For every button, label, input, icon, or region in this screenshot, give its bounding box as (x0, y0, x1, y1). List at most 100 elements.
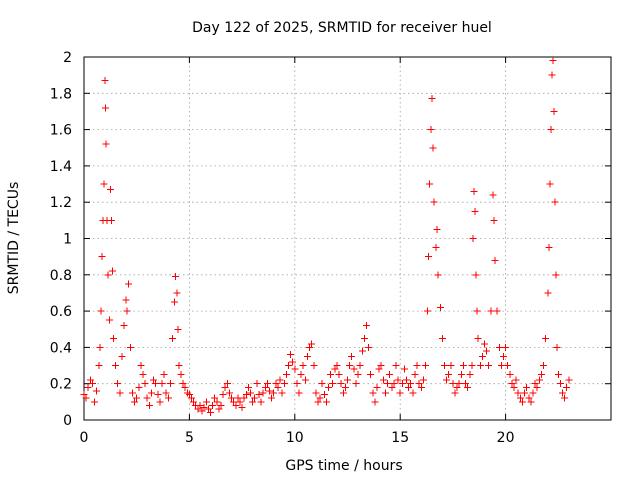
data-point (516, 394, 524, 402)
data-point (240, 394, 248, 402)
data-point (554, 371, 562, 379)
data-point (154, 391, 162, 399)
data-point (360, 334, 368, 342)
data-point (169, 334, 177, 342)
data-point (301, 376, 309, 384)
data-point (549, 57, 557, 65)
data-point (200, 403, 208, 411)
data-point (93, 387, 101, 395)
data-point (303, 352, 311, 360)
chart-title: Day 122 of 2025, SRMTID for receiver hue… (192, 20, 492, 36)
data-point (282, 371, 290, 379)
data-point (112, 362, 120, 370)
data-point (156, 398, 164, 406)
data-point (529, 389, 537, 397)
data-point (104, 271, 112, 279)
data-point (388, 383, 396, 391)
data-point (221, 383, 229, 391)
data-point (487, 307, 495, 315)
data-point (91, 398, 99, 406)
data-point (552, 271, 560, 279)
data-point (143, 394, 151, 402)
data-point (174, 325, 182, 333)
data-point (97, 307, 105, 315)
data-point (449, 380, 457, 388)
data-point (352, 380, 360, 388)
data-point (481, 340, 489, 348)
data-point (413, 362, 421, 370)
data-point (381, 389, 389, 397)
data-point (160, 371, 168, 379)
data-point (485, 362, 493, 370)
data-point (337, 380, 345, 388)
data-point (354, 371, 362, 379)
data-point (158, 380, 166, 388)
data-point (232, 401, 240, 409)
data-layer (80, 57, 573, 417)
data-point (491, 256, 499, 264)
data-point (445, 371, 453, 379)
data-point (164, 394, 172, 402)
data-point (508, 380, 516, 388)
data-point (150, 376, 158, 384)
data-point (403, 376, 411, 384)
data-point (333, 362, 341, 370)
data-point (405, 383, 413, 391)
data-point (135, 383, 143, 391)
data-point (86, 376, 94, 384)
data-point (469, 235, 477, 242)
data-point (537, 371, 545, 379)
data-point (259, 389, 267, 397)
y-tick-label-2: 0.4 (50, 340, 72, 356)
data-point (409, 389, 417, 397)
data-point (565, 376, 573, 384)
data-point (490, 216, 498, 224)
data-point (211, 394, 219, 402)
y-tick-label-5: 1 (63, 232, 72, 248)
data-point (473, 307, 481, 315)
data-point (447, 362, 455, 370)
data-point (249, 398, 257, 406)
data-point (344, 376, 351, 384)
data-point (177, 371, 185, 379)
data-point (257, 398, 265, 406)
data-point (293, 380, 301, 388)
data-point (251, 394, 259, 402)
data-point (263, 380, 271, 388)
data-point (556, 380, 564, 388)
y-tick-label-9: 1.8 (50, 86, 72, 102)
data-point (215, 405, 223, 413)
data-point (95, 362, 103, 370)
data-point (102, 140, 110, 148)
data-point (472, 271, 480, 279)
data-point (202, 398, 210, 406)
data-point (179, 380, 187, 388)
data-point (295, 389, 303, 397)
data-point (548, 71, 556, 79)
data-point (198, 407, 206, 415)
data-point (291, 365, 299, 373)
grid-layer (84, 57, 611, 420)
data-point (365, 343, 373, 351)
data-point (504, 362, 512, 370)
data-point (108, 267, 116, 275)
data-point (455, 380, 463, 388)
data-point (105, 316, 113, 324)
data-point (166, 380, 174, 388)
y-tick-label-10: 2 (63, 50, 72, 66)
data-point (122, 296, 130, 304)
data-point (433, 225, 441, 233)
data-point (147, 389, 155, 397)
data-point (110, 334, 118, 342)
data-point (276, 376, 284, 384)
data-point (172, 273, 180, 281)
data-point (341, 383, 349, 391)
data-point (284, 362, 292, 370)
x-tick-label-2: 10 (286, 430, 304, 446)
data-point (427, 126, 435, 134)
data-point (462, 380, 470, 388)
data-point (551, 198, 559, 206)
y-tick-label-8: 1.6 (50, 123, 72, 139)
data-point (540, 362, 548, 370)
data-point (396, 389, 404, 397)
